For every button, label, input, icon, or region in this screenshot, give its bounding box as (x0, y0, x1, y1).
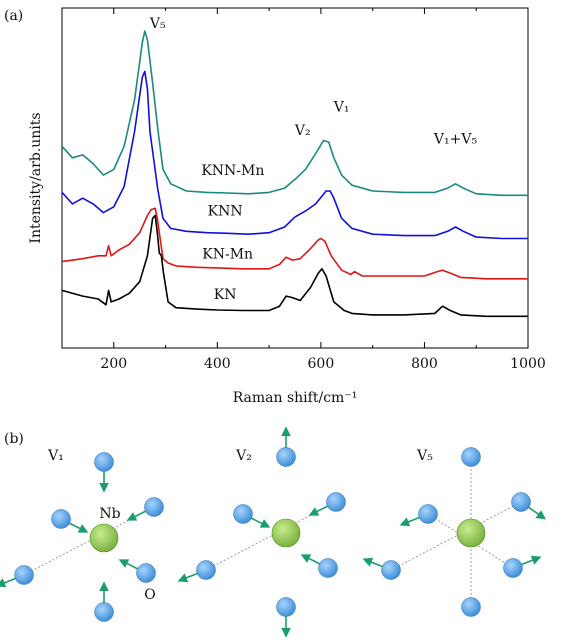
panel-b-label: (b) (4, 431, 24, 447)
nb-label: Nb (99, 506, 120, 522)
peak-annotation: V₁+V₅ (433, 131, 478, 147)
oxygen-atom (318, 558, 338, 578)
displacement-arrow (118, 559, 139, 570)
oxygen-atom (51, 509, 71, 529)
displacement-arrow (0, 577, 16, 588)
series-line-kn (61, 214, 528, 318)
mode-1: V₁ Nb O (0, 448, 164, 622)
displacement-arrow (126, 510, 147, 521)
x-tick-label: 1000 (510, 356, 546, 372)
oxygen-atom (94, 452, 114, 472)
oxygen-atom (94, 602, 114, 622)
displacement-arrow (68, 522, 89, 533)
bond-line (390, 501, 522, 571)
x-tick-label: 400 (204, 356, 231, 372)
displacement-arrow (521, 555, 542, 566)
peak-annotation: V₁ (333, 100, 350, 116)
displacement-arrow (177, 572, 198, 583)
bond-line (23, 506, 155, 576)
displacement-arrow (362, 557, 383, 568)
x-tick-label: 800 (411, 356, 438, 372)
plot-frame (61, 7, 529, 349)
peak-annotation: V₅ (149, 16, 166, 32)
mode-2: V₂ (177, 426, 346, 638)
curve-label: KNN-Mn (201, 163, 264, 179)
oxygen-atom (503, 558, 523, 578)
displacement-arrow (308, 505, 329, 516)
series-line-knn-mn (61, 30, 528, 197)
bond-line (427, 513, 514, 569)
oxygen-atom (233, 504, 253, 524)
displacement-arrow (300, 554, 321, 565)
series-line-knn (61, 70, 528, 240)
oxygen-atom (196, 560, 216, 580)
y-axis-label: Intensity/arb.units (28, 112, 44, 243)
curve-label: KNN (208, 203, 243, 219)
nb-atom (89, 523, 119, 553)
x-axis-label: Raman shift/cm⁻¹ (233, 390, 358, 406)
oxygen-atom (461, 597, 481, 617)
displacement-arrow (527, 506, 547, 520)
x-tick-label: 600 (308, 356, 335, 372)
mode-label: V₅ (416, 448, 433, 464)
mode-3: V₅ (362, 447, 547, 617)
raman-chart: 200 400 600 800 1000 Raman shift/cm⁻¹ Intensit… (28, 7, 546, 406)
vibration-modes-diagram: V₁ Nb O V₂ V₅ (0, 426, 547, 638)
nb-atom (271, 518, 301, 548)
mode-label: V₁ (47, 448, 64, 464)
displacement-arrow (399, 516, 420, 527)
oxygen-atom (276, 447, 296, 467)
x-tick-label: 200 (100, 356, 127, 372)
series-line-kn-mn (61, 207, 528, 280)
oxygen-atom (511, 492, 531, 512)
oxygen-atom (14, 565, 34, 585)
displacement-arrow (250, 517, 271, 528)
oxygen-atom (326, 492, 346, 512)
mode-label: V₂ (235, 448, 252, 464)
peak-annotation: V₂ (294, 123, 311, 139)
oxygen-atom (144, 497, 164, 517)
oxygen-label: O (144, 587, 155, 603)
oxygen-atom (136, 563, 156, 583)
panel-a-label: (a) (4, 8, 23, 24)
oxygen-atom (461, 447, 481, 467)
oxygen-atom (381, 560, 401, 580)
curve-label: KN (214, 287, 237, 303)
curve-label: KN-Mn (202, 247, 253, 263)
bond-line (205, 501, 337, 571)
oxygen-atom (418, 504, 438, 524)
oxygen-atom (276, 597, 296, 617)
nb-atom (456, 518, 486, 548)
